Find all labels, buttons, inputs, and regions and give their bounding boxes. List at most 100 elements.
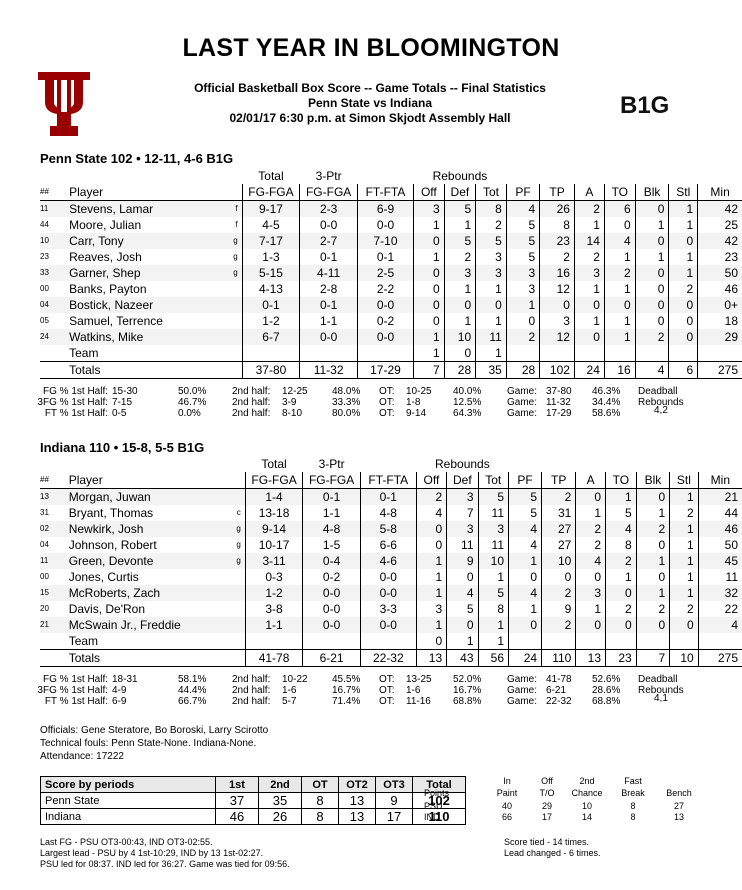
player-off: 2	[415, 488, 447, 505]
player-to: 5	[605, 505, 637, 521]
player-stl	[669, 633, 699, 650]
player-tot: 2	[475, 217, 507, 233]
col-tp: TP	[539, 184, 575, 201]
player-def: 5	[443, 233, 476, 249]
totals-blk: 4	[634, 361, 669, 379]
player-tot: 0	[475, 297, 507, 313]
player-a: 0	[573, 297, 605, 313]
player-name: McSwain Jr., Freddie	[64, 617, 225, 633]
player-tp3: 0-2	[302, 569, 361, 585]
player-blk: 0	[634, 233, 669, 249]
misc-stats: In Off 2nd Fast Points Paint T/O Chance Break Ben…	[424, 776, 704, 826]
player-to: 1	[605, 488, 637, 505]
player-fg: 3-11	[244, 553, 303, 569]
player-tot: 3	[477, 521, 509, 537]
col-tp: TP	[541, 472, 576, 489]
player-position: g	[221, 233, 243, 249]
periods-cell: 46	[215, 808, 259, 825]
player-to: 1	[603, 329, 636, 345]
player-off: 1	[415, 617, 447, 633]
header-spacer	[40, 455, 65, 472]
player-tot: 3	[475, 249, 507, 265]
player-fg: 4-13	[241, 281, 300, 297]
player-def: 0	[446, 569, 478, 585]
player-name: Moore, Julian	[69, 218, 142, 232]
periods-row: Indiana 46 26 8 13 17 110	[40, 808, 466, 825]
pct-otl: OT:	[379, 386, 395, 397]
player-def: 5	[446, 601, 478, 617]
player-pf: 4	[508, 585, 542, 601]
player-name: Samuel, Terrence	[69, 314, 163, 328]
col-tot: Tot	[475, 184, 507, 201]
score-tied: Score tied - 14 times.	[504, 837, 590, 847]
pct-ot: 9-14	[406, 408, 427, 419]
player-blk: 0	[635, 617, 670, 633]
player-name: McRoberts, Zach	[64, 585, 225, 601]
header-spacer	[670, 455, 699, 472]
player-a: 3	[573, 265, 605, 281]
player-name: Johnson, Robert	[68, 538, 157, 552]
player-pf: 5	[505, 217, 540, 233]
player-number: 11	[40, 553, 65, 569]
player-tp3	[299, 345, 358, 362]
player-position: f	[235, 220, 238, 229]
player-row: 04 Johnson, Robert g 10-17 1-5 6-6 0 11 11 4 27 2 8 0…	[40, 537, 742, 553]
periods-header-cell: Score by periods	[40, 776, 216, 793]
player-ft: 2-2	[356, 281, 414, 297]
player-position	[224, 585, 246, 601]
player-number: 33	[40, 265, 66, 281]
player-tot: 3	[475, 265, 507, 281]
box-score-table-indiana: Total 3-Ptr Rebounds ## Player FG-FGA FG-FGA FT…	[40, 455, 742, 667]
pct-p2: 48.0%	[332, 386, 361, 397]
player-min: 44	[697, 505, 742, 521]
player-stl: 1	[669, 537, 699, 553]
shooting-pct-indiana: FG % 1st Half: 18-31 58.1% 2nd half: 10-22 45…	[0, 674, 742, 714]
player-off: 0	[413, 313, 445, 329]
player-blk: 0	[634, 297, 669, 313]
player-tot: 1	[475, 281, 507, 297]
totals-a: 24	[573, 361, 605, 379]
player-position: g	[221, 265, 243, 281]
player-tp: 31	[541, 505, 576, 521]
col-to: TO	[603, 184, 636, 201]
big-ten-logo: B1G	[620, 92, 669, 116]
totals-tot: 35	[475, 361, 507, 379]
player-min	[697, 633, 742, 650]
periods-cell: 13	[338, 808, 376, 825]
player-name: Bostick, Nazeer	[65, 297, 222, 313]
player-pf: 1	[508, 553, 542, 569]
pct-lbl: 3FG % 1st Half:	[37, 397, 108, 408]
player-to: 0	[605, 585, 637, 601]
player-pf: 5	[508, 488, 542, 505]
shooting-pct-penn-state: FG % 1st Half: 15-30 50.0% 2nd half: 12-25 48…	[0, 386, 742, 426]
totals-pf: 28	[505, 361, 540, 379]
player-blk: 0	[634, 265, 669, 281]
player-pf: 5	[505, 233, 540, 249]
player-tp3: 4-8	[302, 521, 361, 537]
player-def: 1	[443, 313, 476, 329]
pct-p4: 34.4%	[592, 397, 621, 408]
misc-row-cell: 8	[630, 801, 636, 811]
pct-p3: 16.7%	[453, 685, 482, 696]
player-position	[221, 297, 243, 313]
player-number: 13	[40, 488, 65, 505]
player-def: 1	[446, 633, 478, 650]
player-number: 05	[40, 316, 49, 325]
pct-h1: 0-5	[112, 408, 127, 419]
b1g-logo-text: B1G	[620, 92, 669, 116]
player-blk: 1	[634, 249, 669, 265]
periods-cell: 26	[258, 808, 302, 825]
player-min: 22	[697, 601, 742, 617]
player-position	[221, 329, 243, 345]
player-row: 00 Banks, Payton 4-13 2-8 2-2 0 1 1 3 12 1 1 0 2 46	[40, 281, 742, 297]
player-stl: 0	[668, 313, 698, 329]
totals-row: Totals 41-78 6-21 22-32 13 43 56 24 110 13 23 7 10 27…	[40, 649, 742, 667]
player-to: 2	[605, 601, 637, 617]
player-off: 0	[413, 297, 445, 313]
player-def: 11	[446, 537, 478, 553]
pct-p1: 46.7%	[178, 397, 207, 408]
totals-spacer	[224, 649, 246, 667]
player-blk: 1	[635, 553, 670, 569]
player-fg: 6-7	[241, 329, 300, 345]
deadball-rebounds-l1: Deadball	[638, 386, 678, 397]
